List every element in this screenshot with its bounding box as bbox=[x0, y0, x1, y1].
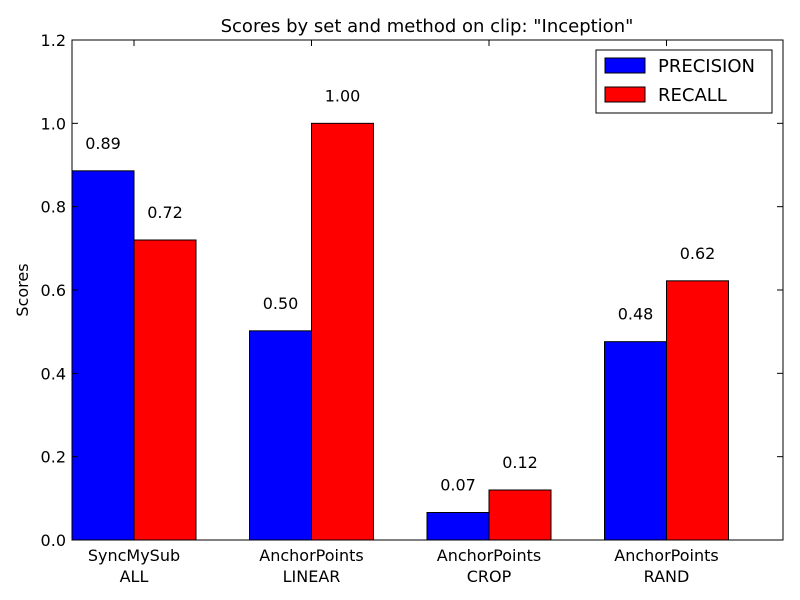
x-tick-label-line: CROP bbox=[467, 567, 512, 586]
y-tick-label: 0.8 bbox=[41, 198, 66, 217]
y-tick-label: 1.2 bbox=[41, 31, 66, 50]
bar-value-label-precision-0: 0.89 bbox=[85, 134, 121, 153]
bar-value-label-recall-0: 0.72 bbox=[147, 203, 183, 222]
bar-recall-0 bbox=[133, 239, 197, 541]
x-tick-label-line: SyncMySub bbox=[88, 546, 180, 565]
bar-value-label-precision-2: 0.07 bbox=[440, 476, 476, 495]
legend-label-recall: RECALL bbox=[658, 85, 727, 106]
legend: PRECISION RECALL bbox=[595, 49, 773, 114]
bar-recall-2 bbox=[488, 489, 552, 541]
bar-precision-3 bbox=[604, 341, 667, 541]
bar-value-label-precision-3: 0.48 bbox=[618, 305, 654, 324]
legend-swatch-precision bbox=[604, 57, 646, 74]
x-tick-label-line: AnchorPoints bbox=[437, 546, 541, 565]
plot-frame bbox=[71, 39, 784, 541]
y-tick-label: 0.4 bbox=[41, 364, 66, 383]
bar-value-label-recall-2: 0.12 bbox=[502, 453, 538, 472]
x-tick-label: SyncMySub ALL bbox=[88, 546, 180, 586]
chart-title: Scores by set and method on clip: "Incep… bbox=[221, 16, 634, 37]
x-tick-label: AnchorPoints LINEAR bbox=[259, 546, 363, 586]
bars-group bbox=[71, 122, 729, 541]
bar-precision-1 bbox=[249, 330, 312, 541]
bar-recall-3 bbox=[666, 280, 729, 541]
x-tick-label: AnchorPoints CROP bbox=[437, 546, 541, 586]
legend-label-precision: PRECISION bbox=[658, 56, 755, 77]
y-tick-label: 0.6 bbox=[41, 281, 66, 300]
y-tick-label: 0.0 bbox=[41, 531, 66, 550]
x-tick-label-line: AnchorPoints bbox=[259, 546, 363, 565]
y-tick-label: 1.0 bbox=[41, 114, 66, 133]
x-tick-label-line: RAND bbox=[644, 567, 690, 586]
bar-precision-0 bbox=[71, 170, 135, 541]
x-tick-label-line: LINEAR bbox=[283, 567, 341, 586]
y-tick-label: 0.2 bbox=[41, 448, 66, 467]
bar-value-label-recall-1: 1.00 bbox=[325, 86, 361, 105]
bar-value-label-recall-3: 0.62 bbox=[680, 244, 716, 263]
x-tick-label: AnchorPoints RAND bbox=[614, 546, 718, 586]
bar-value-label-precision-1: 0.50 bbox=[263, 294, 299, 313]
bar-value-labels: 0.89 0.50 0.07 0.48 0.72 1.00 0.12 0.62 bbox=[85, 86, 715, 494]
x-tick-label-line: ALL bbox=[120, 567, 149, 586]
y-axis-label: Scores bbox=[13, 263, 32, 316]
x-tick-label-line: AnchorPoints bbox=[614, 546, 718, 565]
legend-swatch-recall bbox=[604, 86, 646, 103]
bar-precision-2 bbox=[426, 512, 490, 541]
bar-recall-1 bbox=[311, 122, 374, 541]
